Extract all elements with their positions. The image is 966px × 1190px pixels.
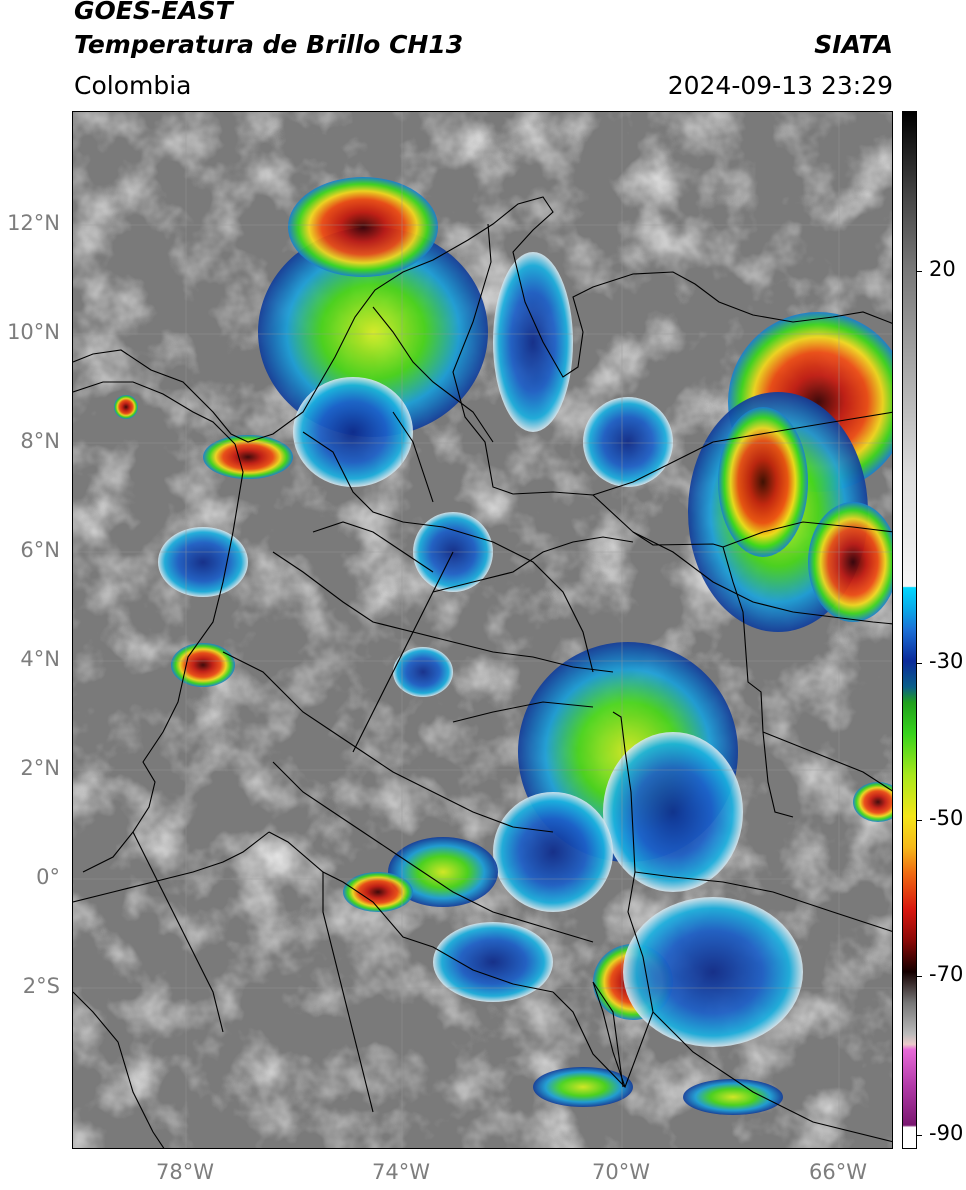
map-canvas (73, 112, 892, 1148)
coastline-pacific (82, 443, 244, 873)
internal-6 (452, 701, 594, 723)
border-panama (73, 381, 236, 445)
border-colombia-venezuela (452, 223, 794, 818)
venezuela-internal-1 (632, 531, 892, 625)
storm-cell (718, 407, 808, 557)
storm-cell (343, 872, 413, 912)
colorbar-label: -90 (929, 1121, 964, 1145)
region-label: Colombia (74, 71, 192, 100)
storm-cell (114, 395, 138, 419)
storm-cell (393, 647, 453, 697)
storm-cell (288, 177, 438, 277)
colorbar-label: -70 (929, 962, 964, 986)
coastline-caribbean (73, 196, 892, 443)
storm-cell (493, 252, 573, 432)
storm-cell (603, 732, 743, 892)
border-colombia-brazil (552, 711, 654, 1089)
storm-cell (583, 397, 673, 487)
latitude-label: 2°S (22, 974, 60, 998)
longitude-label: 70°W (592, 1160, 650, 1184)
internal-2 (302, 431, 594, 673)
colorbar-tick (917, 976, 922, 977)
colorbar-tick (917, 271, 922, 272)
latitude-label: 2°N (20, 756, 60, 780)
latitude-label: 8°N (20, 429, 60, 453)
longitude-label: 78°W (156, 1160, 214, 1184)
latitude-label: 0° (36, 865, 60, 889)
brazil-internal-2 (652, 1011, 892, 1143)
storm-cell (171, 643, 235, 687)
internal-4 (222, 651, 554, 833)
venezuela-internal-4 (762, 731, 892, 792)
venezuela-internal-2 (592, 411, 892, 496)
internal-10 (392, 411, 434, 503)
storm-cell (388, 837, 498, 907)
brand-label: SIATA (814, 30, 893, 59)
storm-cell (158, 527, 248, 597)
storm-cell (623, 897, 803, 1047)
internal-8 (432, 536, 634, 593)
longitude-label: 66°W (809, 1160, 867, 1184)
longitude-label: 74°W (372, 1160, 430, 1184)
title-satellite: GOES-EAST (74, 0, 233, 25)
border-colombia-peru (268, 831, 554, 993)
coast-peru (73, 991, 165, 1148)
peru-internal (322, 872, 374, 1113)
colorbar-label: -30 (929, 649, 964, 673)
colorbar-label: 20 (929, 257, 956, 281)
brazil-internal-1 (634, 871, 892, 932)
storm-cell (258, 227, 488, 437)
satellite-map (72, 111, 893, 1149)
storm-cell (533, 1067, 633, 1107)
storm-cell (433, 922, 553, 1002)
border-ecuador (73, 831, 270, 903)
storm-cell (808, 502, 892, 622)
colorbar-label: -50 (929, 806, 964, 830)
storm-cell (853, 782, 892, 822)
latitude-label: 12°N (7, 211, 60, 235)
colorbar-tick (917, 1135, 922, 1136)
internal-9 (312, 521, 434, 573)
border-peru-brazil (592, 981, 626, 1088)
colorbar (902, 111, 917, 1149)
internal-5 (352, 551, 454, 753)
title-product: Temperatura de Brillo CH13 (74, 30, 464, 59)
storm-cell (203, 435, 293, 479)
latitude-label: 10°N (7, 320, 60, 344)
timestamp-label: 2024-09-13 23:29 (667, 71, 893, 100)
storm-cell (683, 1079, 783, 1115)
internal-3 (272, 551, 614, 673)
internal-1 (372, 306, 494, 443)
latitude-label: 4°N (20, 647, 60, 671)
colorbar-tick (917, 663, 922, 664)
storm-cell (493, 792, 613, 912)
internal-7 (272, 761, 594, 943)
storm-cell (293, 377, 413, 487)
colorbar-tick (917, 820, 922, 821)
venezuela-internal-3 (722, 521, 892, 548)
ecuador-internal (132, 831, 224, 1033)
latitude-label: 6°N (20, 538, 60, 562)
